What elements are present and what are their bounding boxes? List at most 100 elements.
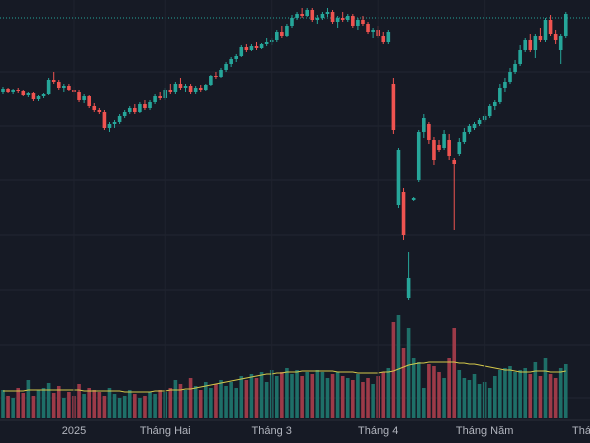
candle-body	[56, 82, 61, 88]
volume-bar	[209, 388, 213, 418]
candle-body	[122, 112, 127, 116]
volume-bar	[315, 370, 320, 418]
candle-body	[351, 16, 355, 26]
volume-bar	[472, 374, 477, 418]
volume-bar	[254, 378, 259, 418]
volume-bar	[290, 374, 294, 418]
volume-bar	[1, 390, 5, 418]
volume-bar	[351, 380, 355, 418]
volume-bar	[102, 396, 107, 418]
volume-bar	[198, 390, 203, 418]
volume-bar	[31, 396, 36, 418]
candle-body	[234, 56, 239, 59]
x-tick-label: Thá	[572, 425, 590, 437]
candle-body	[77, 92, 81, 100]
volume-bar	[487, 388, 492, 418]
volume-bar	[528, 374, 533, 418]
candle-body	[427, 124, 431, 140]
candle-body	[513, 64, 517, 72]
volume-bar	[280, 372, 284, 418]
volume-bar	[371, 384, 375, 418]
volume-bar	[77, 384, 81, 418]
candle-body	[366, 24, 370, 32]
candle-body	[41, 94, 46, 96]
candle-body	[406, 278, 411, 298]
candle-body	[21, 91, 26, 95]
volume-bar	[498, 370, 502, 418]
candle-body	[396, 150, 401, 205]
volume-bar	[92, 390, 97, 418]
volume-bar	[320, 372, 325, 418]
candle-body	[442, 134, 446, 148]
volume-bar	[345, 378, 350, 418]
volume-bar	[558, 368, 563, 418]
candle-body	[224, 64, 228, 70]
candle-body	[274, 32, 279, 40]
volume-bar	[310, 374, 315, 418]
volume-bar	[122, 396, 127, 418]
volume-bar	[249, 374, 254, 418]
candle-body	[249, 46, 254, 50]
candle-body	[391, 84, 396, 130]
candle-body	[183, 86, 188, 88]
candle-body	[16, 90, 21, 91]
candle-body	[67, 86, 71, 90]
volume-bar	[244, 380, 249, 418]
candle-body	[193, 88, 198, 92]
volume-bar	[36, 390, 41, 418]
candle-body	[102, 112, 107, 128]
volume-bar	[62, 398, 66, 418]
volume-bar	[87, 388, 91, 418]
volume-bar	[396, 315, 401, 418]
volume-bar	[295, 370, 299, 418]
candle-body	[87, 96, 91, 106]
candle-body	[437, 145, 441, 150]
candle-body	[472, 124, 477, 128]
candle-body	[11, 90, 15, 92]
candle-body	[239, 47, 244, 56]
volume-bar	[173, 380, 178, 418]
volume-bar	[538, 376, 543, 418]
volume-ma-line	[3, 361, 566, 393]
candle-body	[158, 96, 162, 98]
candle-body	[452, 160, 457, 164]
candle-body	[411, 198, 416, 200]
volume-bar	[178, 384, 183, 418]
volume-bar	[11, 398, 15, 418]
volume-bar	[411, 358, 416, 418]
candle-body	[254, 46, 259, 48]
candle-body	[386, 32, 391, 42]
volume-bar	[366, 378, 370, 418]
candle-body	[300, 14, 304, 16]
volume-bar	[422, 388, 426, 418]
candle-body	[518, 50, 522, 64]
volume-bar	[21, 393, 26, 418]
volume-bar	[305, 372, 309, 418]
volume-bar	[503, 368, 507, 418]
candle-body	[36, 96, 41, 99]
candle-body	[325, 12, 330, 14]
candle-body	[51, 80, 56, 82]
volume-bar	[457, 370, 462, 418]
volume-bar	[97, 392, 102, 418]
candle-body	[447, 140, 451, 156]
candle-body	[133, 108, 137, 112]
volume-bar	[6, 396, 10, 418]
candle-body	[138, 104, 142, 112]
candle-body	[148, 102, 152, 108]
volume-bar	[477, 384, 482, 418]
volume-bar	[452, 328, 457, 418]
x-tick-label: Tháng Năm	[456, 425, 513, 437]
x-tick-label: 2025	[62, 425, 86, 437]
volume-bar	[300, 376, 304, 418]
candle-body	[214, 76, 218, 77]
volume-bar	[361, 382, 365, 418]
candle-body	[209, 76, 213, 85]
x-tick-label: Tháng Hai	[140, 425, 191, 437]
volume-bar	[204, 382, 208, 418]
volume-bar	[553, 378, 558, 418]
candle-body	[198, 88, 203, 90]
volume-bar	[533, 362, 538, 418]
candle-body	[305, 10, 309, 16]
